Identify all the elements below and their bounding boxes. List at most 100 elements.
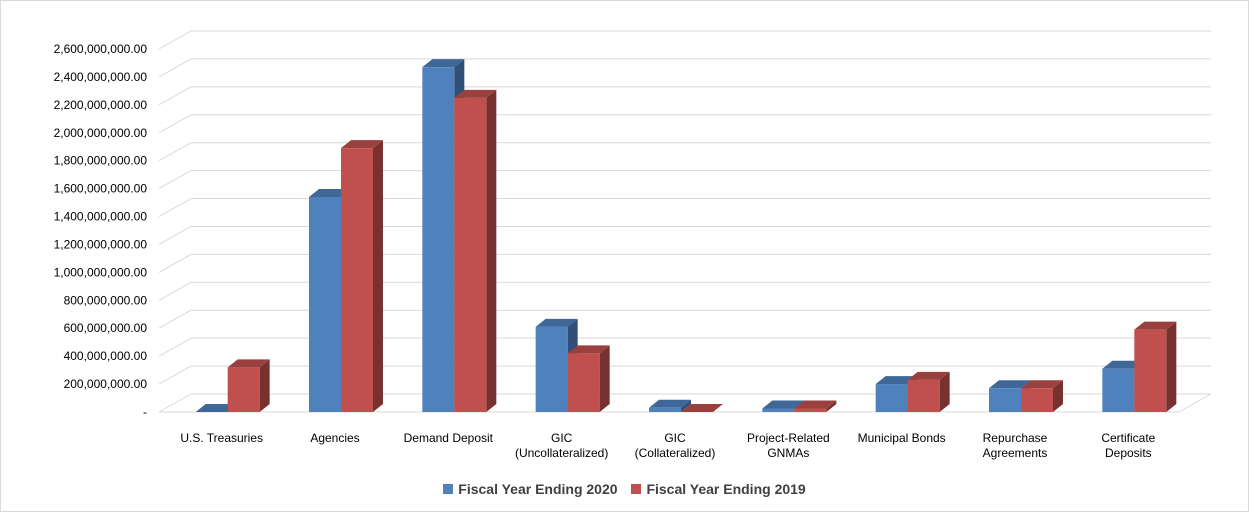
bar-2019-7[interactable] [1021,380,1063,412]
bar-side [373,140,383,412]
bar-2020-0[interactable] [195,404,238,412]
x-tick-label: (Uncollateralized) [515,446,608,460]
bar-top [422,59,465,68]
y-tick-label: 200,000,000.00 [64,377,148,391]
x-tick-label: GIC [551,431,573,445]
x-tick-label: GIC [664,431,686,445]
bar-front [907,379,940,412]
legend-swatch-2020 [443,484,454,494]
y-tick-label: 1,400,000,000.00 [54,210,148,224]
x-tick-label: GNMAs [767,446,809,460]
bar-top [341,140,383,149]
gridline-diagonal [158,309,192,329]
x-tick-label: Agreements [983,446,1048,460]
bar-top [1102,360,1145,369]
bar-2019-4[interactable] [681,404,723,412]
bar-front [794,408,827,412]
gridline-diagonal [158,142,192,162]
bar-top [195,404,238,412]
x-tick-label: U.S. Treasuries [180,431,263,445]
legend-label-2019: Fiscal Year Ending 2019 [646,481,806,497]
gridline-diagonal [158,114,192,134]
bar-top [794,400,837,409]
bar-top [681,404,723,412]
gridline-diagonal [158,58,192,78]
bar-front [875,384,908,412]
x-tick-label: Certificate [1101,431,1155,445]
bar-top [875,376,918,385]
bar-front [567,353,600,412]
bar-2019-5[interactable] [794,400,837,412]
gridline-diagonal [158,253,192,273]
y-tick-label: 800,000,000.00 [64,293,148,307]
bar-side [939,371,950,412]
bar-top [454,89,497,98]
x-tick-label: Demand Deposit [404,431,494,445]
gridline-diagonal [158,170,192,190]
gridline-diagonal [158,86,192,106]
x-tick-label: (Collateralized) [635,446,716,460]
bar-side [1166,321,1177,412]
bar-2019-0[interactable] [227,359,270,412]
bar-top [649,399,691,408]
bar-top [989,380,1031,389]
y-tick-label: 1,600,000,000.00 [54,182,148,196]
bar-side [259,359,270,412]
y-tick-label: 2,200,000,000.00 [54,98,148,112]
bar-top [907,371,950,380]
y-tick-label: 400,000,000.00 [64,349,148,363]
bar-side [826,400,837,412]
bar-2019-2[interactable] [454,89,497,412]
y-tick-label: - [143,405,147,419]
x-axis-ticks: U.S. Treasuries Agencies Demand Deposit GIC… [180,431,1155,460]
floor-edge-side [1178,393,1212,413]
x-tick-label: Municipal Bonds [858,431,946,445]
bar-top [227,359,270,368]
bar-top [535,318,578,327]
gridline-diagonal [158,337,192,357]
y-tick-label: 2,400,000,000.00 [54,70,148,84]
bar-chart: - 200,000,000.00 400,000,000.00 600,000,000… [54,30,1212,460]
x-tick-label: Repurchase [983,431,1048,445]
bar-front [762,408,795,412]
bar-2019-6[interactable] [907,371,950,412]
gridline-diagonal [158,365,192,385]
gridline-diagonal [158,30,192,50]
bar-front [1021,388,1053,412]
gridline-diagonal [158,226,192,245]
bar-front [227,367,260,412]
bar-2019-1[interactable] [341,140,383,412]
bar-front [1102,368,1135,412]
bar-2019-8[interactable] [1134,321,1177,412]
legend-label-2020: Fiscal Year Ending 2020 [458,481,618,497]
y-tick-label: 1,800,000,000.00 [54,154,148,168]
legend-swatch-2019 [631,484,642,494]
bar-front [649,407,681,412]
y-tick-label: 2,000,000,000.00 [54,126,148,140]
gridline-diagonal [158,198,192,217]
legend: Fiscal Year Ending 2020 Fiscal Year Endi… [0,481,1249,497]
bar-top [567,345,610,354]
bar-side [681,399,691,412]
legend-item-2020[interactable]: Fiscal Year Ending 2020 [443,481,618,497]
bar-front [422,67,455,413]
y-tick-label: 600,000,000.00 [64,321,148,335]
gridline-diagonal [158,281,192,301]
bar-top [762,400,805,409]
bar-2020-4[interactable] [649,399,691,412]
bar-top [1021,380,1063,389]
y-tick-label: 1,200,000,000.00 [54,237,148,251]
gridline-diagonal [158,393,192,413]
bar-2019-3[interactable] [567,345,610,412]
bar-top [309,188,351,197]
legend-item-2019[interactable]: Fiscal Year Ending 2019 [631,481,806,497]
bar-side [486,89,497,412]
y-tick-label: 1,000,000,000.00 [54,265,148,279]
bar-front [535,326,568,412]
y-axis-ticks: - 200,000,000.00 400,000,000.00 600,000,000… [54,42,148,419]
bar-side [1053,380,1063,412]
bar-front [1134,329,1167,412]
bars [195,59,1177,413]
x-tick-label: Agencies [310,431,359,445]
